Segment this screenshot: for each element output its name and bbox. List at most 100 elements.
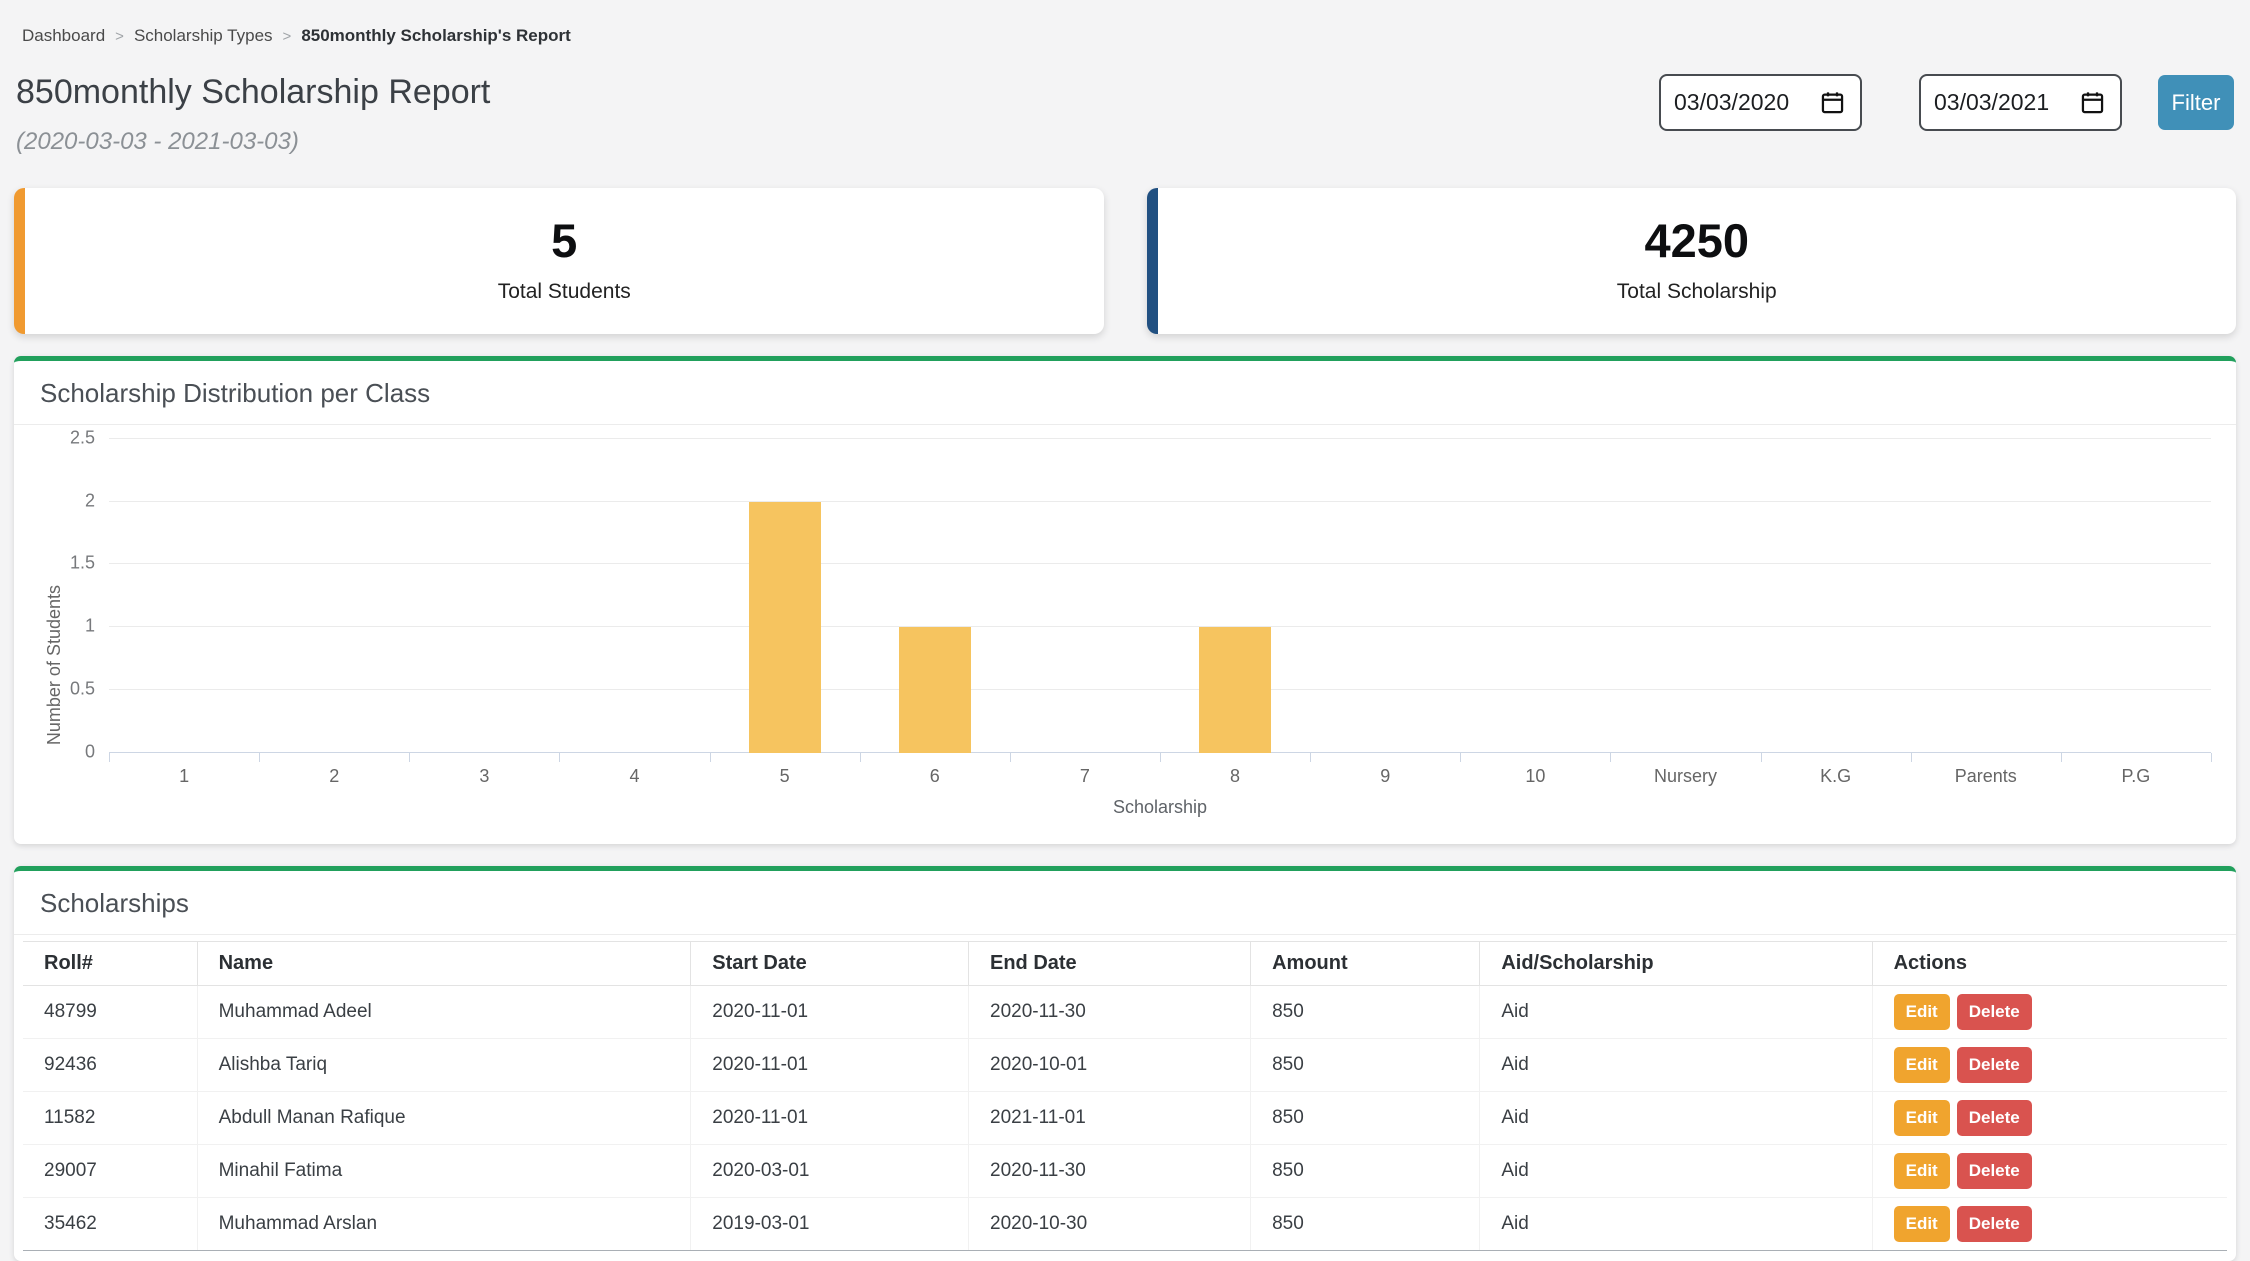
gridline: 0.5 (70, 678, 2211, 698)
calendar-icon[interactable] (1819, 89, 1846, 116)
x-tick-mark (2060, 752, 2062, 762)
x-tick-label: 10 (1525, 765, 1546, 786)
start-date-value: 03/03/2020 (1674, 89, 1790, 115)
x-tick-label: 6 (929, 765, 940, 786)
table-cell: Aid (1479, 1037, 1873, 1092)
x-tick-label: 9 (1380, 765, 1391, 786)
table-cell: 2020-10-30 (968, 1196, 1252, 1251)
actions-cell: Edit Delete (1872, 1143, 2227, 1198)
x-tick-mark (559, 752, 561, 762)
bar-5[interactable] (748, 501, 821, 753)
delete-button[interactable]: Delete (1956, 1046, 2032, 1083)
table-cell: Aid (1479, 1143, 1873, 1198)
bar-cell-K.G (1761, 439, 1911, 753)
x-tick-label: 2 (329, 765, 340, 786)
chart-y-axis-title: Number of Students (44, 584, 64, 745)
x-axis-line: 0 (85, 741, 2211, 761)
table-cell: 2021-11-01 (968, 1090, 1252, 1145)
x-tick-label: Nursery (1653, 765, 1717, 786)
delete-button[interactable]: Delete (1956, 993, 2032, 1030)
table-cell: 2020-11-30 (968, 1143, 1252, 1198)
actions-cell: Edit Delete (1872, 984, 2227, 1039)
scholarships-table-wrap: Roll# Name Start Date End Date Amount Aid/Sch… (14, 935, 2236, 1261)
y-tick-label: 1 (84, 615, 95, 636)
table-cell: Aid (1479, 1090, 1873, 1145)
x-tick-mark (1460, 752, 1462, 762)
x-tick-mark (1910, 752, 1912, 762)
y-tick-label: 1.5 (69, 552, 95, 573)
table-cell: Alishba Tariq (197, 1037, 692, 1092)
x-tick-mark (109, 752, 110, 762)
scholarships-panel: Scholarships Roll# Name Start Date End Date… (14, 865, 2236, 1261)
actions-cell: Edit Delete (1872, 1090, 2227, 1145)
edit-button[interactable]: Edit (1893, 1099, 1950, 1136)
table-cell: 2020-11-01 (690, 984, 969, 1039)
stats-row: 5 Total Students 4250 Total Scholarship (14, 187, 2236, 334)
x-tick-mark (1760, 752, 1762, 762)
y-tick-label: 0 (84, 741, 95, 762)
edit-button[interactable]: Edit (1893, 1046, 1950, 1083)
x-tick-mark (259, 752, 261, 762)
table-cell: Muhammad Arslan (197, 1196, 692, 1251)
table-cell: 850 (1250, 1037, 1481, 1092)
bar-6[interactable] (898, 627, 971, 753)
x-tick-label: 5 (779, 765, 790, 786)
actions-cell: Edit Delete (1872, 1037, 2227, 1092)
bar-cell-3 (409, 439, 559, 753)
table-head: Roll# Name Start Date End Date Amount Aid/Sch… (23, 940, 2227, 986)
x-tick-mark (409, 752, 411, 762)
table-row: 92436 Alishba Tariq 2020-11-01 2020-10-01 85… (23, 1037, 2227, 1092)
bars-layer (109, 439, 2211, 753)
end-date-input[interactable]: 03/03/2021 (1919, 74, 2122, 131)
delete-button[interactable]: Delete (1956, 1099, 2032, 1136)
breadcrumb: Dashboard > Scholarship Types > 850month… (14, 22, 2236, 46)
table-cell: 2019-03-01 (690, 1196, 969, 1251)
table-cell: 2020-10-01 (968, 1037, 1252, 1092)
table-row: 11582 Abdull Manan Rafique 2020-11-01 2021-… (23, 1090, 2227, 1145)
x-tick-label: Parents (1954, 765, 2017, 786)
scholarships-table: Roll# Name Start Date End Date Amount Aid/Sch… (23, 940, 2227, 1251)
x-tick-mark (1160, 752, 1161, 762)
table-cell: 2020-11-01 (690, 1037, 969, 1092)
breadcrumb-separator-icon: > (115, 27, 124, 45)
bar-cell-8 (1160, 439, 1310, 753)
total-scholarship-value: 4250 (1644, 214, 1750, 268)
table-cell: 850 (1250, 1143, 1481, 1198)
table-cell: 850 (1250, 1196, 1481, 1251)
delete-button[interactable]: Delete (1956, 1205, 2032, 1242)
total-scholarship-label: Total Scholarship (1616, 280, 1777, 304)
edit-button[interactable]: Edit (1893, 1205, 1950, 1242)
edit-button[interactable]: Edit (1893, 1152, 1950, 1189)
column-header: End Date (968, 940, 1252, 986)
column-header: Name (197, 940, 692, 986)
total-students-label: Total Students (497, 280, 631, 304)
bar-8[interactable] (1199, 627, 1272, 753)
bar-cell-7 (1010, 439, 1160, 753)
table-cell: Abdull Manan Rafique (197, 1090, 692, 1145)
gridline: 2 (85, 490, 2211, 510)
x-tick-label: 8 (1230, 765, 1241, 786)
table-cell: Muhammad Adeel (197, 984, 692, 1039)
table-cell: 29007 (23, 1143, 198, 1198)
table-header-row: Roll# Name Start Date End Date Amount Aid/Sch… (23, 940, 2227, 986)
chart-x-axis-title: Scholarship (1112, 796, 1208, 817)
start-date-input[interactable]: 03/03/2020 (1659, 74, 1862, 131)
table-cell: 2020-11-01 (690, 1090, 969, 1145)
delete-button[interactable]: Delete (1956, 1152, 2032, 1189)
chart-plot: 0 0.5 1 1.5 2 2.5 (70, 427, 2212, 762)
bar-cell-1 (109, 439, 259, 753)
edit-button[interactable]: Edit (1893, 993, 1950, 1030)
bar-cell-Nursery (1610, 439, 1760, 753)
calendar-icon[interactable] (2079, 89, 2106, 116)
breadcrumb-current: 850monthly Scholarship's Report (301, 26, 571, 45)
bar-cell-4 (559, 439, 709, 753)
filter-controls: 03/03/2020 03/03/2021 Filter (1659, 74, 2234, 131)
gridline: 1 (85, 616, 2211, 636)
chart-x-labels: 1 2 3 4 5 6 7 8 9 10 Nursery K.G Parents P.G (109, 753, 2211, 787)
bar-cell-Parents (1911, 439, 2061, 753)
scholarships-panel-title: Scholarships (14, 871, 2236, 935)
breadcrumb-scholarship-types[interactable]: Scholarship Types (133, 26, 273, 45)
table-cell: 2020-03-01 (690, 1143, 969, 1198)
filter-button[interactable]: Filter (2158, 75, 2234, 130)
breadcrumb-dashboard[interactable]: Dashboard (22, 26, 106, 45)
